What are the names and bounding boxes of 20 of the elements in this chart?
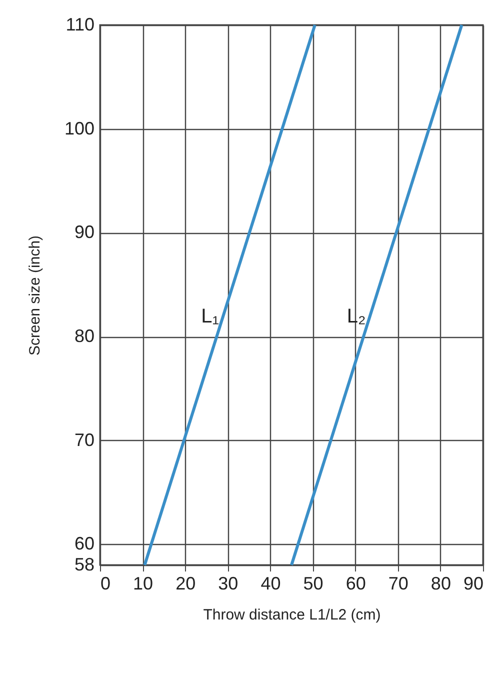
x-tick-label: 90 bbox=[463, 574, 484, 594]
x-tick-label: 40 bbox=[260, 574, 281, 594]
y-tick-label: 60 bbox=[74, 534, 94, 554]
x-tick-label: 10 bbox=[133, 574, 154, 594]
series-label: L₁ bbox=[201, 306, 220, 328]
y-axis-title: Screen size (inch) bbox=[26, 235, 44, 356]
x-tick-label: 20 bbox=[176, 574, 196, 594]
y-tick-label: 110 bbox=[66, 14, 94, 34]
y-tick-label: 100 bbox=[64, 118, 94, 138]
x-tick-label: 50 bbox=[303, 574, 324, 594]
x-tick-label: 60 bbox=[346, 574, 366, 594]
y-tick-label: 90 bbox=[74, 222, 94, 242]
y-tick-label: 80 bbox=[74, 326, 94, 346]
x-tick-label: 30 bbox=[218, 574, 238, 594]
x-axis-title: Throw distance L1/L2 (cm) bbox=[203, 606, 381, 624]
x-tick-label: 70 bbox=[388, 574, 408, 594]
y-tick-label: 70 bbox=[74, 430, 94, 450]
x-tick-label: 0 bbox=[100, 574, 111, 594]
x-tick-label: 80 bbox=[430, 574, 451, 594]
y-tick-label: 58 bbox=[74, 554, 94, 574]
